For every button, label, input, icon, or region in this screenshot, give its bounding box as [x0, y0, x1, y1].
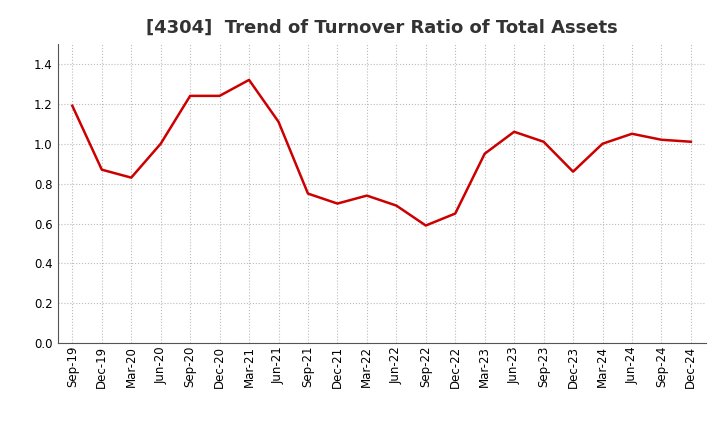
Title: [4304]  Trend of Turnover Ratio of Total Assets: [4304] Trend of Turnover Ratio of Total …	[145, 19, 618, 37]
